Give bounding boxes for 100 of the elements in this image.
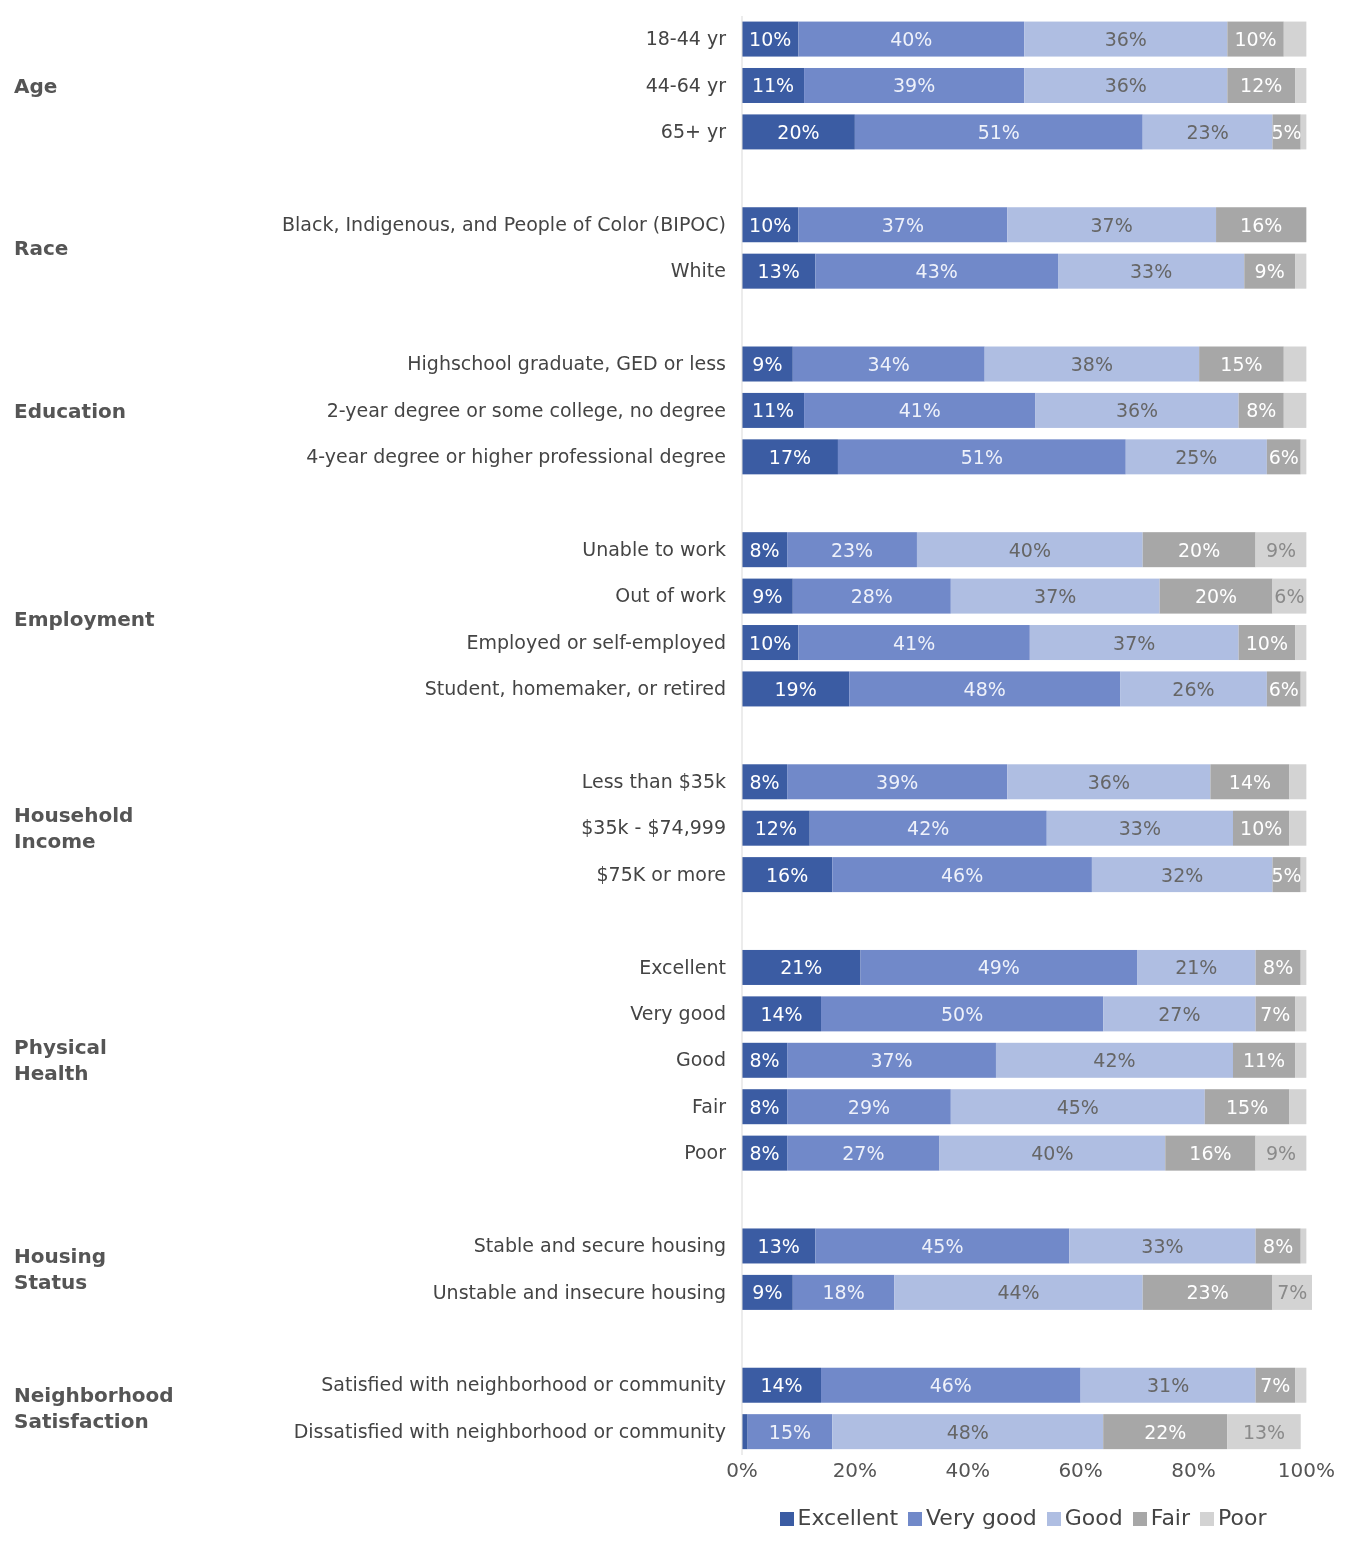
bar xyxy=(1103,1414,1228,1450)
bar xyxy=(950,578,1160,614)
data-label: 16% xyxy=(766,863,809,886)
bar xyxy=(860,949,1138,985)
data-label: 8% xyxy=(749,538,780,561)
y-tick-label: Unstable and insecure housing xyxy=(432,1280,726,1303)
bar xyxy=(787,1042,996,1078)
data-label: 48% xyxy=(946,1420,989,1443)
bar xyxy=(804,392,1036,428)
data-label: 45% xyxy=(1056,1095,1099,1118)
text: Employment xyxy=(14,607,156,632)
bar xyxy=(916,532,1143,568)
data-label: 50% xyxy=(940,1002,984,1025)
data-label: 7% xyxy=(1277,1281,1308,1304)
data-label: 37% xyxy=(870,1049,913,1072)
data-label: 9% xyxy=(1265,538,1297,561)
bar xyxy=(1289,810,1307,846)
text: Neighborhood Satisfaction xyxy=(14,1383,174,1434)
bar xyxy=(804,67,1025,103)
bar xyxy=(787,1089,951,1125)
x-tick-label: 0% xyxy=(726,1458,758,1483)
bar xyxy=(1216,207,1307,243)
data-label: 37% xyxy=(1113,631,1156,654)
text: Race xyxy=(14,235,69,260)
legend-label: Very good xyxy=(926,1505,1037,1530)
data-label: 14% xyxy=(1228,770,1272,793)
data-label: 20% xyxy=(1194,585,1238,608)
data-label: 29% xyxy=(847,1095,891,1118)
bar xyxy=(792,346,985,382)
bar xyxy=(1295,625,1307,661)
bar xyxy=(849,671,1121,707)
data-label: 44% xyxy=(997,1281,1040,1304)
data-label: 13% xyxy=(757,260,800,283)
bar xyxy=(1007,207,1217,243)
y-tick-label: Unable to work xyxy=(582,537,726,560)
bar xyxy=(950,1089,1205,1125)
bar xyxy=(798,21,1025,57)
data-label: 13% xyxy=(757,1234,800,1257)
data-label: 31% xyxy=(1146,1374,1190,1397)
data-label: 10% xyxy=(749,631,792,654)
bar xyxy=(854,114,1143,150)
data-label: 9% xyxy=(1265,1142,1297,1165)
y-tick-label: Fair xyxy=(692,1094,727,1117)
bar xyxy=(1295,1042,1307,1078)
legend-label: Fair xyxy=(1150,1505,1191,1530)
data-label: 9% xyxy=(1254,260,1285,283)
bar xyxy=(787,532,917,568)
bar xyxy=(1295,1367,1307,1403)
data-label: 16% xyxy=(1240,213,1283,236)
bar xyxy=(1283,392,1307,428)
data-label: 40% xyxy=(890,28,933,51)
bar xyxy=(894,1274,1143,1310)
data-label: 33% xyxy=(1118,817,1161,840)
data-label: 26% xyxy=(1172,677,1215,700)
bar xyxy=(742,671,850,707)
data-label: 51% xyxy=(977,120,1020,143)
y-tick-label: Student, homemaker, or retired xyxy=(424,677,726,700)
bar xyxy=(1199,346,1284,382)
bar xyxy=(1029,625,1239,661)
data-label: 23% xyxy=(1186,120,1229,143)
bar xyxy=(815,1228,1070,1264)
y-tick-label: Black, Indigenous, and People of Color (BIPOC) xyxy=(282,212,726,235)
x-tick-label: 20% xyxy=(832,1458,878,1483)
bar xyxy=(809,810,1047,846)
legend-label: Excellent xyxy=(797,1505,899,1530)
data-label: 10% xyxy=(1240,817,1283,840)
y-tick-label: 18-44 yr xyxy=(645,27,727,50)
data-label: 36% xyxy=(1087,770,1130,793)
bar xyxy=(1295,996,1307,1032)
bar xyxy=(1283,346,1307,382)
y-tick-label: 4-year degree or higher professional degree xyxy=(306,444,726,467)
data-label: 8% xyxy=(749,1142,780,1165)
data-label: 43% xyxy=(915,260,958,283)
data-label: 6% xyxy=(1268,445,1299,468)
data-label: 10% xyxy=(1234,28,1277,51)
data-label: 48% xyxy=(963,677,1006,700)
data-label: 8% xyxy=(1263,1234,1294,1257)
bar xyxy=(1080,1367,1256,1403)
bar xyxy=(1165,1135,1256,1171)
bar xyxy=(837,439,1126,475)
data-label: 34% xyxy=(867,353,910,376)
y-tick-label: Out of work xyxy=(615,584,726,607)
data-label: 46% xyxy=(929,1374,972,1397)
data-label: 33% xyxy=(1130,260,1173,283)
text: Housing Status xyxy=(14,1243,107,1294)
data-label: 19% xyxy=(774,677,817,700)
data-label: 11% xyxy=(751,74,795,97)
y-tick-label: $35k - $74,999 xyxy=(581,816,726,839)
data-label: 7% xyxy=(1260,1002,1291,1025)
data-label: 13% xyxy=(1242,1420,1286,1443)
bar xyxy=(1024,67,1228,103)
y-tick-label: $75K or more xyxy=(596,862,726,885)
bar xyxy=(1120,671,1267,707)
data-label: 40% xyxy=(1008,538,1051,561)
data-label: 20% xyxy=(1178,538,1221,561)
data-label: 15% xyxy=(1220,353,1263,376)
data-label: 28% xyxy=(850,585,893,608)
data-label: 20% xyxy=(777,120,820,143)
bar xyxy=(792,578,951,614)
x-tick-label: 60% xyxy=(1058,1458,1103,1483)
